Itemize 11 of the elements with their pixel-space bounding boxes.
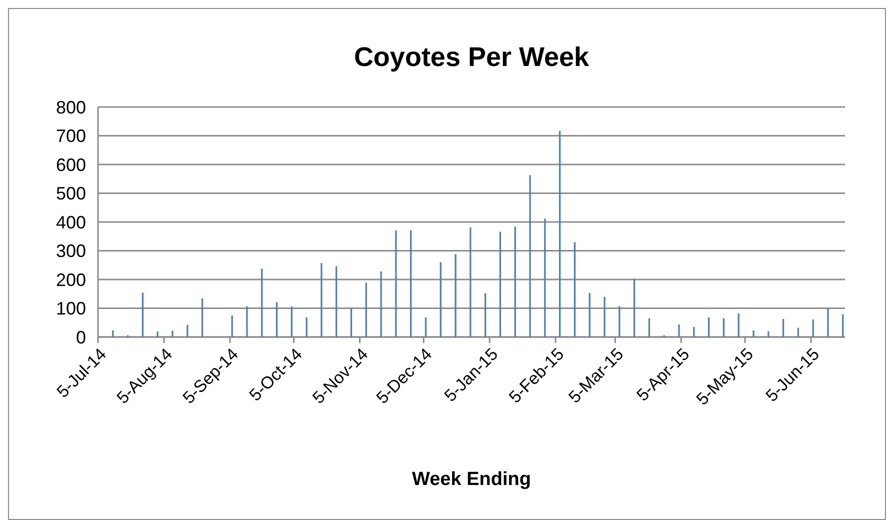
x-axis-title: Week Ending [412, 469, 531, 490]
y-tick-label: 400 [56, 212, 86, 232]
chart-title: Coyotes Per Week [354, 42, 590, 72]
y-tick-label: 700 [56, 126, 86, 146]
y-tick-label: 600 [56, 154, 86, 175]
y-tick-label: 300 [56, 241, 86, 262]
y-tick-label: 800 [56, 97, 86, 118]
y-tick-label: 200 [56, 270, 86, 290]
y-tick-label: 500 [56, 184, 86, 204]
y-tick-label: 100 [56, 298, 86, 319]
y-tick-label: 0 [76, 327, 86, 348]
